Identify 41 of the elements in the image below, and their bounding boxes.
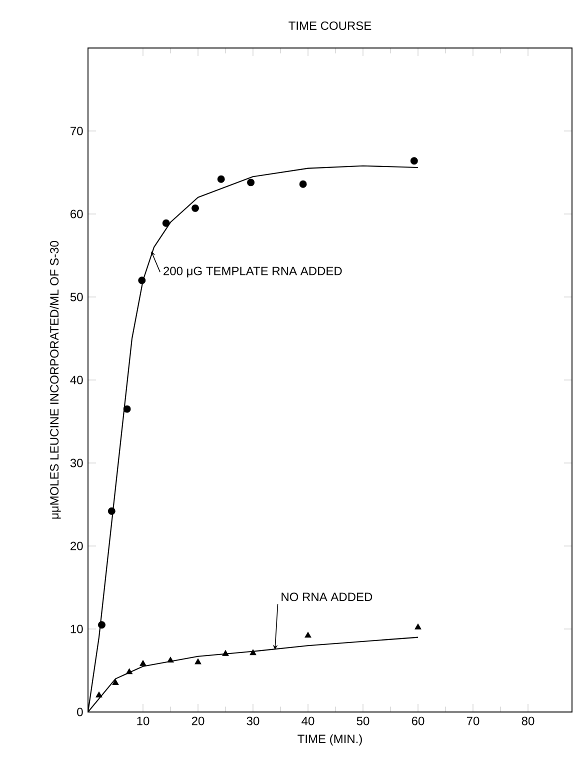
y-tick-label: 10 bbox=[70, 624, 83, 634]
point bbox=[247, 178, 255, 186]
y-tick-label: 30 bbox=[70, 458, 83, 468]
point bbox=[250, 649, 256, 656]
point bbox=[138, 276, 146, 284]
point bbox=[217, 175, 225, 183]
point bbox=[304, 632, 312, 638]
x-tick-label: 40 bbox=[302, 716, 314, 726]
point bbox=[112, 679, 119, 685]
point bbox=[167, 656, 174, 663]
point bbox=[162, 219, 170, 227]
y-tick-label: 0 bbox=[77, 708, 83, 716]
point bbox=[123, 405, 131, 413]
y-tick-label: 50 bbox=[70, 292, 83, 302]
point bbox=[222, 650, 229, 656]
point bbox=[108, 507, 116, 515]
chart-title: TIME COURSE bbox=[288, 21, 372, 30]
point bbox=[410, 157, 418, 165]
x-axis-title: TIME (MIN.) bbox=[298, 734, 362, 746]
point bbox=[140, 660, 146, 666]
x-tick-label: 50 bbox=[356, 716, 370, 726]
point bbox=[194, 658, 202, 664]
x-tick-label: 80 bbox=[522, 716, 534, 726]
y-tick-label: 40 bbox=[70, 376, 83, 384]
x-tick-label: 10 bbox=[137, 716, 150, 726]
point bbox=[414, 624, 422, 630]
point bbox=[192, 204, 199, 212]
y-tick-label: 60 bbox=[70, 210, 83, 218]
x-tick-label: 30 bbox=[246, 716, 260, 726]
point bbox=[126, 668, 133, 674]
point bbox=[98, 621, 106, 629]
annotation: 200 μG TEMPLATE RNA ADDED bbox=[164, 266, 342, 278]
x-tick-label: 70 bbox=[466, 716, 480, 726]
y-tick-label: 20 bbox=[70, 542, 83, 550]
point bbox=[96, 692, 102, 698]
annotation: NO RNA ADDED bbox=[282, 592, 372, 602]
point bbox=[299, 180, 307, 188]
y-tick-label: 70 bbox=[70, 126, 83, 136]
x-tick-label: 60 bbox=[412, 716, 424, 726]
y-axis-title: μμMOLES LEUCINE INCORPORATED/ML OF S-30 bbox=[50, 240, 61, 519]
x-tick-label: 20 bbox=[192, 716, 204, 726]
